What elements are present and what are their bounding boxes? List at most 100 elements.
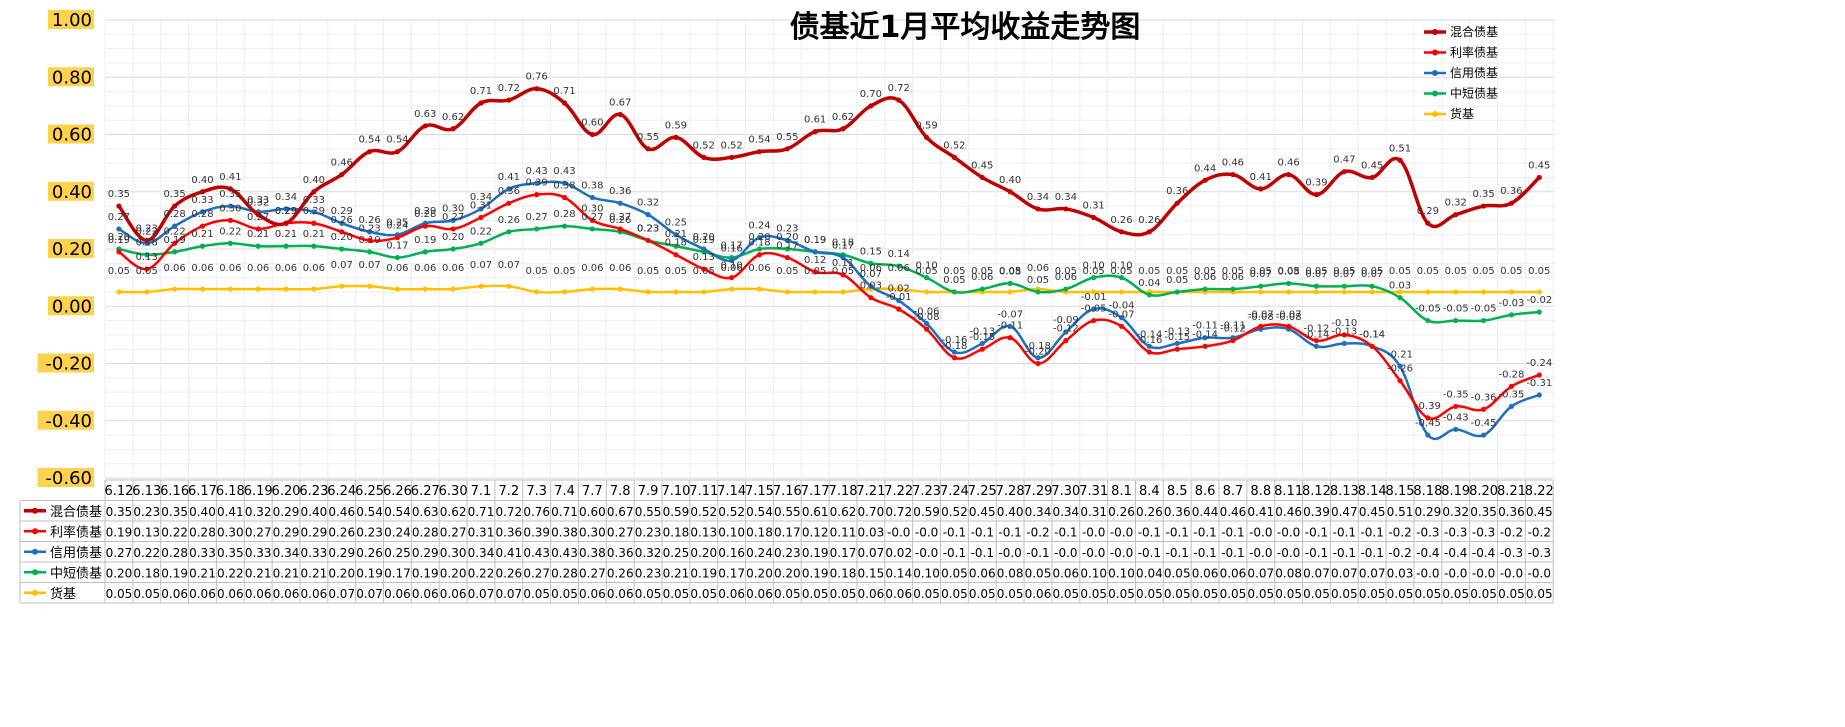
- data-point: [979, 174, 985, 181]
- x-tick-label: 8.1: [1111, 484, 1132, 499]
- data-point: [283, 243, 289, 249]
- table-cell: 0.32: [1442, 505, 1469, 519]
- data-label: 0.06: [442, 263, 464, 274]
- table-cell: 0.25: [384, 546, 411, 560]
- data-label: 0.23: [637, 223, 659, 234]
- data-point: [868, 283, 874, 289]
- x-tick-label: 6.30: [439, 484, 468, 499]
- data-point: [645, 146, 651, 152]
- data-label: 0.59: [915, 120, 937, 131]
- data-point: [1035, 355, 1041, 361]
- data-point: [1091, 306, 1097, 312]
- data-label: 0.08: [999, 266, 1021, 277]
- data-point: [896, 297, 902, 304]
- data-point: [255, 226, 261, 232]
- x-tick-label: 7.31: [1079, 484, 1108, 499]
- table-cell: 0.14: [885, 566, 912, 580]
- table-cell: 0.02: [885, 546, 912, 560]
- data-label: 0.03: [860, 281, 882, 292]
- data-point: [172, 203, 178, 209]
- data-label: 0.31: [1083, 201, 1105, 212]
- data-point: [1397, 289, 1403, 295]
- data-point: [144, 237, 150, 244]
- data-point: [951, 289, 958, 295]
- table-cell: 0.27: [607, 525, 634, 539]
- data-label: 0.10: [1110, 261, 1132, 272]
- data-label: 0.05: [1138, 266, 1160, 277]
- data-label: 0.02: [888, 284, 910, 295]
- data-point: [227, 286, 233, 292]
- data-point: [923, 326, 930, 332]
- table-cell: 0.59: [913, 505, 940, 519]
- data-point: [1480, 317, 1487, 324]
- data-point: [450, 246, 456, 252]
- table-cell: 0.13: [133, 525, 160, 539]
- data-point: [1313, 192, 1320, 198]
- x-tick-label: 6.13: [132, 484, 161, 499]
- data-label: 0.34: [1055, 192, 1077, 203]
- data-point: [1035, 360, 1041, 367]
- data-label: -0.11: [997, 321, 1023, 332]
- table-cell: 0.30: [440, 546, 467, 560]
- table-cell: 0.07: [1331, 566, 1358, 580]
- grid: [104, 19, 1555, 479]
- data-label: 0.11: [832, 258, 854, 269]
- table-cell: 0.36: [1498, 505, 1525, 519]
- data-point: [1369, 283, 1375, 289]
- row-label: 中短债基: [50, 566, 102, 581]
- data-point: [1091, 317, 1097, 324]
- table-cell: 0.45: [1359, 505, 1386, 519]
- table-cell: -0.0: [1416, 566, 1439, 580]
- table-cell: 0.08: [1275, 566, 1302, 580]
- table-cell: 0.20: [328, 566, 355, 580]
- data-label: 0.05: [1445, 266, 1467, 277]
- data-label: 0.27: [609, 212, 631, 223]
- row-label: 混合债基: [50, 505, 102, 520]
- x-tick-label: 7.3: [526, 484, 547, 499]
- table-cell: 0.05: [1136, 587, 1163, 601]
- table-cell: 0.23: [635, 566, 662, 580]
- data-label: -0.07: [1109, 309, 1135, 320]
- table-cell: 0.36: [495, 525, 522, 539]
- data-point: [422, 286, 428, 292]
- data-point: [673, 289, 679, 295]
- data-point: [144, 289, 150, 295]
- table-cell: 0.21: [273, 566, 300, 580]
- data-label: -0.11: [1220, 321, 1246, 332]
- table-cell: 0.24: [746, 546, 773, 560]
- data-point: [951, 154, 958, 160]
- series-line-1: [118, 192, 1540, 421]
- data-point: [923, 275, 930, 281]
- data-point: [172, 223, 178, 229]
- legend-marker: [1432, 111, 1438, 117]
- data-label: 0.29: [303, 206, 325, 217]
- y-tick-label: 0.20: [52, 239, 92, 260]
- x-tick-label: 7.4: [554, 484, 575, 499]
- table-cell: 0.07: [858, 546, 885, 560]
- data-point: [1118, 229, 1125, 235]
- data-point: [617, 226, 623, 232]
- data-point: [1146, 349, 1152, 355]
- table-cell: -0.4: [1472, 546, 1495, 560]
- data-point: [366, 237, 373, 244]
- data-point: [1091, 289, 1097, 295]
- table-cell: -0.0: [1444, 566, 1467, 580]
- data-point: [756, 246, 763, 252]
- table-cell: 0.21: [663, 566, 690, 580]
- table-cell: 0.05: [1080, 587, 1107, 601]
- table-cell: 0.06: [1220, 566, 1247, 580]
- data-point: [450, 126, 456, 132]
- table-cell: 0.07: [356, 587, 383, 601]
- data-label: 0.04: [1138, 278, 1160, 289]
- data-label: -0.07: [1248, 309, 1274, 320]
- data-point: [1341, 289, 1347, 295]
- data-point: [144, 252, 150, 258]
- table-cell: 0.05: [1025, 566, 1052, 580]
- data-label: -0.39: [1415, 401, 1441, 412]
- data-point: [645, 212, 651, 218]
- x-tick-label: 7.22: [884, 484, 913, 499]
- data-label: 0.72: [888, 83, 910, 94]
- table-cell: 0.06: [217, 587, 244, 601]
- table-cell: 0.19: [802, 566, 829, 580]
